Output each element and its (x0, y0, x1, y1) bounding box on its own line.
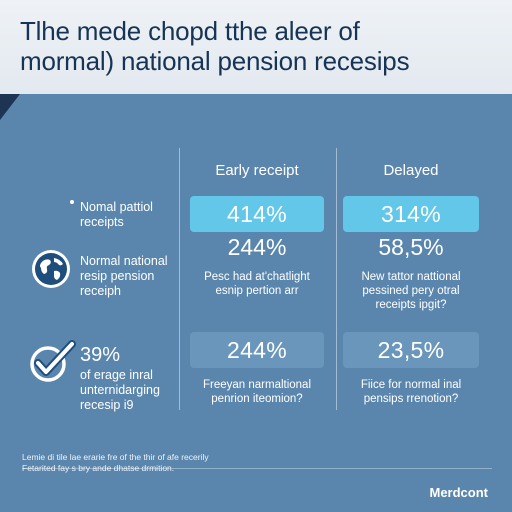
row3-label: of erage inral unternidarging recesip i9 (80, 368, 160, 413)
footer-note: Lemie di tile lae erarie fre of the thir… (22, 452, 209, 474)
title-line-2: mormal) national pension recesips (20, 46, 410, 76)
row3-early-note-line1: Freeyan narmaltional (202, 379, 312, 391)
row3-big-value: 39% (80, 344, 121, 366)
column-heading-early: Early receipt (215, 162, 299, 179)
row3-delayed-bar: 23,5% (343, 332, 479, 368)
row2-label-line1: Normal national (80, 254, 168, 268)
row1-label-line2: receipts (80, 215, 124, 229)
row2-label-line2: resip pension (80, 269, 155, 283)
row3-early-bar: 244% (190, 332, 324, 368)
row3-early-note-line2: penrion iteomion? (211, 393, 303, 405)
title-line-1: Tlhe mede chopd tthe aleer of (20, 16, 360, 46)
page-title: Tlhe mede chopd tthe aleer of mormal) na… (20, 16, 500, 76)
row1-early-bar: 414% (190, 196, 324, 232)
row3-early-note: Freeyan narmaltional penrion iteomion? (190, 378, 324, 406)
row2-label: Normal national resip pension receiph (80, 254, 168, 299)
row3-label-line3: recesip i9 (80, 398, 134, 412)
column-divider-right (336, 148, 337, 410)
row1-delayed-value: 314% (380, 200, 442, 227)
row3-delayed-note-line1: Fiice for normal inal (360, 379, 462, 391)
checkmark-icon (28, 340, 78, 384)
row3-delayed-note-line2: pensips rrenotion? (363, 393, 459, 405)
row2-label-line3: receiph (80, 284, 121, 298)
row3-label-line1: of erage inral (80, 368, 153, 382)
row2-early-note-line1: Pesc had at'chatlight (204, 271, 310, 283)
footer-note-line1: Lemie di tile lae erarie fre of the thir… (22, 452, 209, 462)
column-heading-delayed: Delayed (383, 162, 439, 179)
brand-logo-text: Merdcont (429, 485, 489, 500)
row3-delayed-value: 23,5% (377, 336, 445, 363)
row3-label-line2: unternidarging (80, 383, 160, 397)
row2-delayed-value: 58,5% (378, 234, 444, 260)
row1-early-value: 414% (226, 200, 288, 227)
header-fold-decoration (0, 94, 20, 120)
row2-delayed-note-line2: pessined pery otral (362, 285, 460, 297)
globe-icon (30, 248, 72, 290)
column-divider-left (179, 148, 180, 410)
row2-early-note-line2: esnip pertion arr (215, 285, 299, 297)
row1-label: Nomal pattiol receipts (80, 200, 153, 230)
bullet-dot (70, 200, 74, 204)
row2-delayed-note: New tattor nattional pessined pery otral… (343, 270, 479, 312)
row3-delayed-note: Fiice for normal inal pensips rrenotion? (343, 378, 479, 406)
row1-delayed-bar: 314% (343, 196, 479, 232)
row2-delayed-note-line1: New tattor nattional (361, 271, 461, 283)
footer-divider (22, 468, 492, 469)
row1-label-line1: Nomal pattiol (80, 200, 153, 214)
row3-early-value: 244% (226, 336, 288, 363)
row2-early-note: Pesc had at'chatlight esnip pertion arr (190, 270, 324, 298)
row2-early-value: 244% (227, 234, 287, 260)
footer-note-line2: Fetarited fay s bry ande dhatse drmition… (22, 463, 175, 473)
row2-delayed-note-line3: receipts ipgit? (375, 299, 447, 311)
header-band: Tlhe mede chopd tthe aleer of mormal) na… (0, 0, 512, 94)
